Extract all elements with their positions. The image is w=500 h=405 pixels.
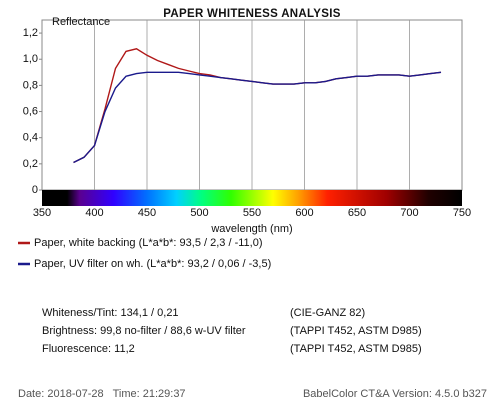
legend-label: Paper, UV filter on wh. (L*a*b*: 93,2 / … (34, 258, 271, 270)
x-tick-label: 600 (295, 207, 313, 219)
y-tick-label: 0 (32, 184, 38, 196)
x-axis-label: wavelength (nm) (210, 223, 292, 235)
footer-version: BabelColor CT&A Version: 4.5.0 b327 (303, 388, 487, 400)
legend: Paper, white backing (L*a*b*: 93,5 / 2,3… (18, 237, 271, 270)
y-tick-label: 1,2 (23, 27, 38, 39)
y-tick-label: 0,6 (23, 105, 38, 117)
y-tick-label: 0,2 (23, 158, 38, 170)
y-tick-label: 0,4 (23, 132, 38, 144)
info-text: Brightness: 99,8 no-filter / 88,6 w-UV f… (42, 325, 246, 337)
x-tick-label: 750 (453, 207, 471, 219)
x-tick-label: 700 (400, 207, 418, 219)
x-tick-label: 500 (190, 207, 208, 219)
series-line (73, 71, 442, 164)
info-standard: (TAPPI T452, ASTM D985) (290, 343, 422, 355)
legend-label: Paper, white backing (L*a*b*: 93,5 / 2,3… (34, 237, 263, 249)
y-tick-label: 0,8 (23, 79, 38, 91)
info-text: Whiteness/Tint: 134,1 / 0,21 (42, 307, 179, 319)
x-tick-label: 450 (138, 207, 156, 219)
x-tick-label: 350 (33, 207, 51, 219)
spectrum-bar (42, 190, 462, 206)
info-standard: (TAPPI T452, ASTM D985) (290, 325, 422, 337)
x-tick-label: 650 (348, 207, 366, 219)
chart-title: PAPER WHITENESS ANALYSIS (163, 8, 340, 20)
x-tick-label: 400 (85, 207, 103, 219)
footer-datetime: Date: 2018-07-28 Time: 21:29:37 (18, 388, 186, 400)
info-text: Fluorescence: 11,2 (42, 343, 135, 355)
y-axis-label: Reflectance (52, 16, 110, 28)
x-tick-label: 550 (243, 207, 261, 219)
info-standard: (CIE-GANZ 82) (290, 307, 365, 319)
y-tick-label: 1,0 (23, 53, 38, 65)
